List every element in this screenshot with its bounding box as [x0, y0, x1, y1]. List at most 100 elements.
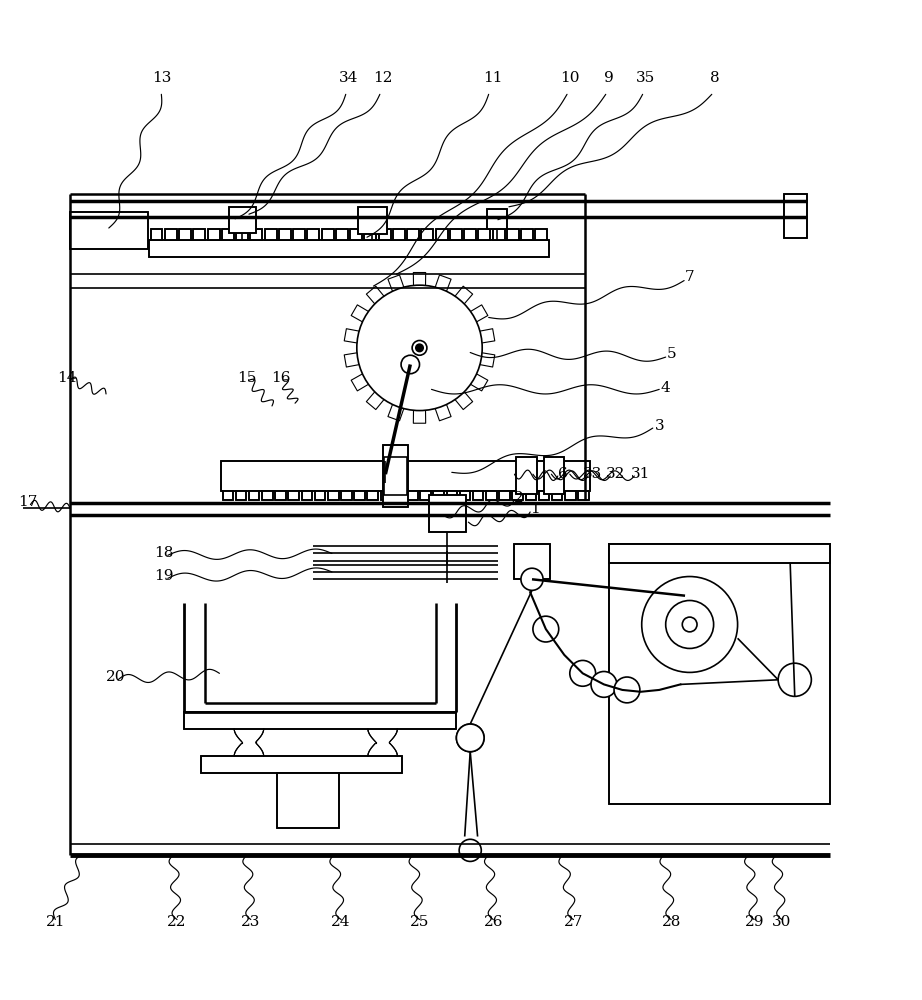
Bar: [429, 495, 466, 532]
Bar: [70, 212, 148, 249]
Bar: [383, 445, 408, 507]
Bar: [421, 229, 433, 240]
Circle shape: [456, 724, 484, 752]
Text: 26: 26: [483, 915, 503, 929]
Bar: [479, 229, 491, 240]
Bar: [150, 229, 162, 240]
Bar: [383, 445, 408, 507]
Circle shape: [459, 839, 481, 861]
Bar: [536, 229, 548, 240]
Text: 4: 4: [661, 381, 670, 395]
Bar: [420, 491, 431, 500]
Bar: [277, 773, 339, 828]
Bar: [450, 229, 462, 240]
Text: 24: 24: [331, 915, 351, 929]
Bar: [222, 491, 233, 500]
Circle shape: [666, 600, 714, 648]
Bar: [354, 491, 365, 500]
Bar: [194, 229, 206, 240]
Bar: [276, 491, 286, 500]
Bar: [521, 229, 533, 240]
Bar: [328, 491, 338, 500]
Bar: [609, 544, 830, 804]
Bar: [201, 756, 402, 773]
Text: 35: 35: [636, 71, 655, 85]
Bar: [165, 229, 177, 240]
Bar: [516, 457, 537, 494]
Bar: [536, 229, 548, 240]
Text: 34: 34: [338, 71, 359, 85]
Bar: [544, 457, 564, 494]
Text: 23: 23: [241, 915, 261, 929]
Bar: [276, 491, 286, 500]
Bar: [307, 229, 319, 240]
Bar: [460, 491, 470, 500]
Bar: [544, 457, 564, 494]
Text: 20: 20: [105, 670, 125, 684]
Bar: [250, 229, 262, 240]
Circle shape: [778, 663, 811, 696]
Bar: [420, 491, 431, 500]
Bar: [784, 194, 807, 238]
Bar: [486, 491, 497, 500]
Bar: [236, 491, 246, 500]
Bar: [307, 229, 319, 240]
Bar: [521, 229, 533, 240]
Bar: [393, 229, 405, 240]
Circle shape: [521, 568, 543, 590]
Bar: [201, 756, 402, 773]
Bar: [265, 229, 277, 240]
Bar: [486, 491, 497, 500]
Bar: [149, 240, 549, 257]
Bar: [350, 229, 362, 240]
Bar: [262, 491, 273, 500]
Bar: [293, 229, 305, 240]
Bar: [265, 229, 277, 240]
Bar: [328, 491, 338, 500]
Bar: [322, 229, 334, 240]
Bar: [460, 491, 470, 500]
Bar: [336, 229, 348, 240]
Bar: [538, 491, 550, 500]
Bar: [350, 229, 362, 240]
Bar: [262, 491, 273, 500]
Bar: [609, 544, 830, 563]
Bar: [149, 240, 549, 257]
Bar: [384, 457, 407, 495]
Bar: [436, 229, 448, 240]
Text: 2: 2: [514, 491, 524, 505]
Bar: [526, 491, 536, 500]
Bar: [499, 491, 510, 500]
Bar: [184, 712, 456, 729]
Bar: [578, 491, 589, 500]
Text: 10: 10: [560, 71, 580, 85]
Bar: [336, 229, 348, 240]
Bar: [236, 229, 248, 240]
Text: 1: 1: [530, 502, 539, 516]
Bar: [394, 491, 405, 500]
Circle shape: [682, 617, 697, 632]
Text: 30: 30: [772, 915, 792, 929]
Bar: [229, 207, 256, 233]
Circle shape: [456, 724, 484, 752]
Bar: [379, 229, 391, 240]
Bar: [492, 229, 504, 240]
Bar: [222, 229, 234, 240]
Bar: [150, 229, 162, 240]
Text: 28: 28: [661, 915, 681, 929]
Bar: [565, 491, 575, 500]
Bar: [433, 491, 443, 500]
Circle shape: [401, 355, 420, 374]
Bar: [289, 491, 299, 500]
Bar: [513, 491, 523, 500]
Bar: [165, 229, 177, 240]
Bar: [552, 491, 562, 500]
Bar: [429, 495, 466, 532]
Bar: [381, 491, 391, 500]
Bar: [538, 491, 550, 500]
Text: 17: 17: [18, 495, 38, 509]
Bar: [222, 229, 234, 240]
Bar: [436, 229, 448, 240]
Text: 9: 9: [604, 71, 613, 85]
Bar: [341, 491, 351, 500]
